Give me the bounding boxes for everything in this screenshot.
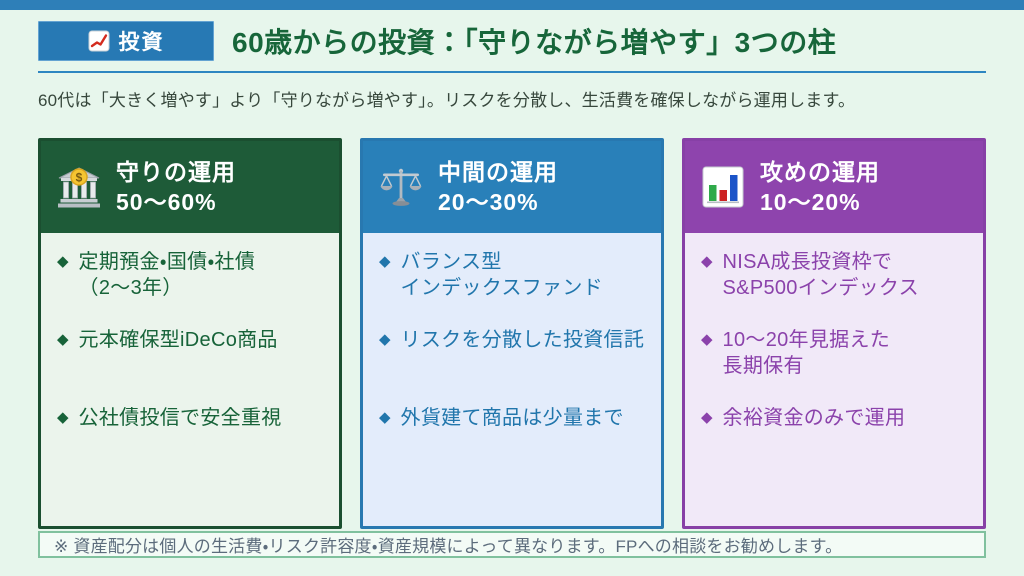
card-defensive-titles: 守りの運用 50〜60% [116, 157, 236, 217]
top-accent-bar [0, 0, 1024, 10]
list-item-text: NISA成長投資枠で S&P500インデックス [722, 251, 919, 299]
list-item: ◆ NISA成長投資枠で S&P500インデックス [701, 249, 971, 327]
card-aggressive: 攻めの運用 10〜20% ◆ NISA成長投資枠で S&P500インデックス ◆… [682, 138, 986, 529]
svg-text:$: $ [76, 171, 83, 185]
card-aggressive-header: 攻めの運用 10〜20% [685, 141, 983, 233]
list-item: ◆ 余裕資金のみで運用 [701, 405, 971, 483]
header: 投資 60歳からの投資：「守りながら増やす」3つの柱 [38, 20, 986, 62]
bank-icon: $ [58, 167, 100, 208]
list-item-text: 元本確保型iDeCo商品 [78, 329, 278, 351]
list-item-text: 外貨建て商品は少量まで [400, 407, 624, 429]
card-defensive-body: ◆ 定期預金・国債・社債 （2〜3年） ◆ 元本確保型iDeCo商品 ◆ 公社債… [41, 233, 339, 526]
diamond-bullet-icon: ◆ [379, 409, 391, 426]
card-defensive: $ 守りの運用 50〜60% ◆ 定期預金・国債・社債 （2〜3年） ◆ 元本確… [38, 138, 342, 529]
chart-increasing-icon [88, 30, 109, 52]
diamond-bullet-icon: ◆ [701, 409, 713, 426]
diamond-bullet-icon: ◆ [701, 253, 713, 270]
list-item: ◆ 公社債投信で安全重視 [57, 405, 327, 483]
card-balanced-header: 中間の運用 20〜30% [363, 141, 661, 233]
list-item: ◆ 10〜20年見据えた 長期保有 [701, 327, 971, 405]
pillars-row: $ 守りの運用 50〜60% ◆ 定期預金・国債・社債 （2〜3年） ◆ 元本確… [38, 138, 986, 529]
list-item: ◆ リスクを分散した投資信託 [379, 327, 649, 405]
card-balanced-titles: 中間の運用 20〜30% [438, 157, 558, 217]
diamond-bullet-icon: ◆ [379, 331, 391, 348]
list-item-text: リスクを分散した投資信託 [400, 329, 645, 351]
bar-chart-icon [702, 166, 744, 208]
page-title: 60歳からの投資：「守りながら増やす」3つの柱 [232, 27, 837, 58]
card-balanced-body: ◆ バランス型 インデックスファンド ◆ リスクを分散した投資信託 ◆ 外貨建て… [363, 233, 661, 526]
list-item: ◆ 定期預金・国債・社債 （2〜3年） [57, 249, 327, 327]
header-divider [38, 71, 986, 73]
list-item-text: 公社債投信で安全重視 [78, 407, 282, 429]
diamond-bullet-icon: ◆ [57, 253, 69, 270]
card-defensive-header: $ 守りの運用 50〜60% [41, 141, 339, 233]
card-title: 守りの運用 [116, 159, 236, 185]
footnote-text: ※ 資産配分は個人の生活費・リスク許容度・資産規模によって異なります。FPへの相… [54, 537, 843, 556]
card-title: 攻めの運用 [760, 159, 880, 185]
list-item-text: バランス型 インデックスファンド [400, 251, 603, 299]
list-item-text: 余裕資金のみで運用 [722, 407, 906, 429]
card-percentage: 50〜60% [116, 189, 217, 215]
list-item-text: 定期預金・国債・社債 （2〜3年） [78, 251, 256, 299]
card-title: 中間の運用 [438, 159, 558, 185]
diamond-bullet-icon: ◆ [57, 331, 69, 348]
card-percentage: 20〜30% [438, 189, 539, 215]
card-aggressive-body: ◆ NISA成長投資枠で S&P500インデックス ◆ 10〜20年見据えた 長… [685, 233, 983, 526]
list-item-text: 10〜20年見据えた 長期保有 [722, 329, 891, 377]
diamond-bullet-icon: ◆ [701, 331, 713, 348]
card-balanced: 中間の運用 20〜30% ◆ バランス型 インデックスファンド ◆ リスクを分散… [360, 138, 664, 529]
slide-content: 投資 60歳からの投資：「守りながら増やす」3つの柱 60代は「大きく増やす」よ… [0, 20, 1024, 558]
subtitle: 60代は「大きく増やす」より「守りながら増やす」。リスクを分散し、生活費を確保し… [38, 91, 856, 110]
category-badge: 投資 [38, 21, 214, 61]
diamond-bullet-icon: ◆ [57, 409, 69, 426]
balance-scale-icon [380, 168, 422, 206]
list-item: ◆ バランス型 インデックスファンド [379, 249, 649, 327]
list-item: ◆ 外貨建て商品は少量まで [379, 405, 649, 483]
footnote-box: ※ 資産配分は個人の生活費・リスク許容度・資産規模によって異なります。FPへの相… [38, 531, 986, 558]
diamond-bullet-icon: ◆ [379, 253, 391, 270]
card-percentage: 10〜20% [760, 189, 861, 215]
badge-label: 投資 [118, 31, 165, 54]
list-item: ◆ 元本確保型iDeCo商品 [57, 327, 327, 405]
card-aggressive-titles: 攻めの運用 10〜20% [760, 157, 880, 217]
